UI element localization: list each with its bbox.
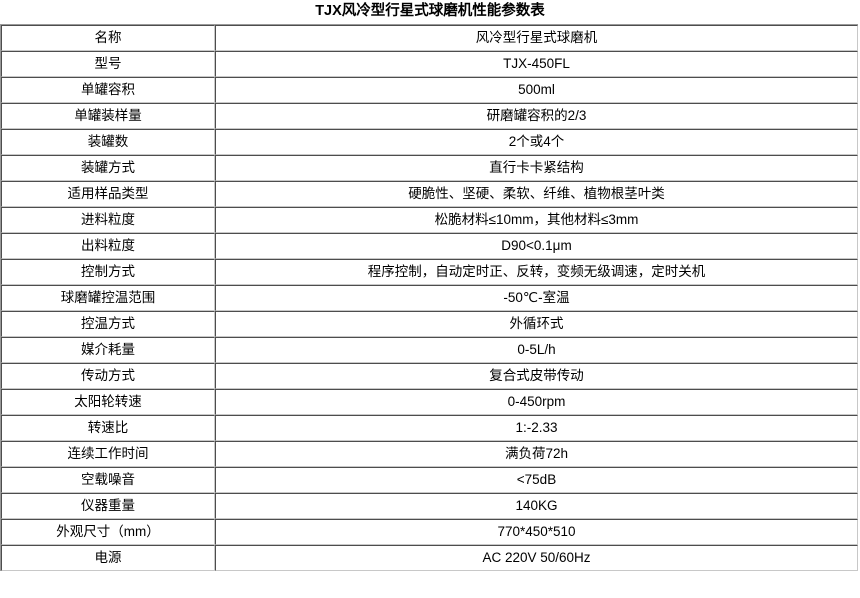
- spec-label-cell: 单罐容积: [1, 77, 215, 103]
- spec-label-cell: 转速比: [1, 415, 215, 441]
- table-row: 空载噪音 <75dB: [1, 467, 858, 493]
- table-row: 装罐方式 直行卡卡紧结构: [1, 155, 858, 181]
- table-row: 电源 AC 220V 50/60Hz: [1, 545, 858, 571]
- table-row: 控温方式 外循环式: [1, 311, 858, 337]
- table-row: 单罐容积 500ml: [1, 77, 858, 103]
- spec-value-cell: 风冷型行星式球磨机: [215, 25, 858, 51]
- spec-value-cell: 770*450*510: [215, 519, 858, 545]
- spec-label-cell: 单罐装样量: [1, 103, 215, 129]
- spec-label-cell: 传动方式: [1, 363, 215, 389]
- spec-label-cell: 控温方式: [1, 311, 215, 337]
- spec-label-cell: 空载噪音: [1, 467, 215, 493]
- table-row: 控制方式 程序控制，自动定时正、反转，变频无级调速，定时关机: [1, 259, 858, 285]
- table-row: 出料粒度 D90<0.1μm: [1, 233, 858, 259]
- spec-value-cell: 1:-2.33: [215, 415, 858, 441]
- table-row: 适用样品类型 硬脆性、坚硬、柔软、纤维、植物根茎叶类: [1, 181, 858, 207]
- table-row: 转速比 1:-2.33: [1, 415, 858, 441]
- table-row: 传动方式 复合式皮带传动: [1, 363, 858, 389]
- spec-value-cell: 硬脆性、坚硬、柔软、纤维、植物根茎叶类: [215, 181, 858, 207]
- specification-table: 名称 风冷型行星式球磨机 型号 TJX-450FL 单罐容积 500ml 单罐装样量 研磨罐容…: [0, 24, 858, 571]
- spec-label-cell: 适用样品类型: [1, 181, 215, 207]
- page-title: TJX风冷型行星式球磨机性能参数表: [315, 3, 545, 19]
- table-row: 名称 风冷型行星式球磨机: [1, 25, 858, 51]
- spec-value-cell: 直行卡卡紧结构: [215, 155, 858, 181]
- table-row: 连续工作时间 满负荷72h: [1, 441, 858, 467]
- table-row: 进料粒度 松脆材料≤10mm，其他材料≤3mm: [1, 207, 858, 233]
- spec-value-cell: 0-5L/h: [215, 337, 858, 363]
- spec-label-cell: 进料粒度: [1, 207, 215, 233]
- spec-sheet-page: TJX风冷型行星式球磨机性能参数表 名称 风冷型行星式球磨机 型号 TJX-450FL…: [0, 3, 858, 571]
- spec-label-cell: 出料粒度: [1, 233, 215, 259]
- spec-value-cell: 140KG: [215, 493, 858, 519]
- spec-label-cell: 球磨罐控温范围: [1, 285, 215, 311]
- spec-label-cell: 外观尺寸（mm）: [1, 519, 215, 545]
- spec-label-cell: 连续工作时间: [1, 441, 215, 467]
- table-row: 型号 TJX-450FL: [1, 51, 858, 77]
- table-row: 太阳轮转速 0-450rpm: [1, 389, 858, 415]
- spec-value-cell: 500ml: [215, 77, 858, 103]
- spec-value-cell: TJX-450FL: [215, 51, 858, 77]
- spec-value-cell: D90<0.1μm: [215, 233, 858, 259]
- spec-value-cell: 程序控制，自动定时正、反转，变频无级调速，定时关机: [215, 259, 858, 285]
- table-row: 媒介耗量 0-5L/h: [1, 337, 858, 363]
- table-row: 球磨罐控温范围 -50℃-室温: [1, 285, 858, 311]
- spec-value-cell: AC 220V 50/60Hz: [215, 545, 858, 571]
- spec-label-cell: 装罐数: [1, 129, 215, 155]
- spec-label-cell: 控制方式: [1, 259, 215, 285]
- spec-label-cell: 媒介耗量: [1, 337, 215, 363]
- spec-value-cell: 松脆材料≤10mm，其他材料≤3mm: [215, 207, 858, 233]
- spec-label-cell: 电源: [1, 545, 215, 571]
- spec-label-cell: 名称: [1, 25, 215, 51]
- spec-label-cell: 型号: [1, 51, 215, 77]
- spec-value-cell: 外循环式: [215, 311, 858, 337]
- table-row: 装罐数 2个或4个: [1, 129, 858, 155]
- spec-value-cell: -50℃-室温: [215, 285, 858, 311]
- specification-table-body: 名称 风冷型行星式球磨机 型号 TJX-450FL 单罐容积 500ml 单罐装样量 研磨罐容…: [1, 25, 858, 571]
- spec-value-cell: <75dB: [215, 467, 858, 493]
- spec-value-cell: 复合式皮带传动: [215, 363, 858, 389]
- spec-value-cell: 研磨罐容积的2/3: [215, 103, 858, 129]
- spec-label-cell: 太阳轮转速: [1, 389, 215, 415]
- spec-value-cell: 0-450rpm: [215, 389, 858, 415]
- spec-value-cell: 2个或4个: [215, 129, 858, 155]
- spec-label-cell: 装罐方式: [1, 155, 215, 181]
- spec-value-cell: 满负荷72h: [215, 441, 858, 467]
- table-row: 仪器重量 140KG: [1, 493, 858, 519]
- table-row: 外观尺寸（mm） 770*450*510: [1, 519, 858, 545]
- spec-label-cell: 仪器重量: [1, 493, 215, 519]
- table-row: 单罐装样量 研磨罐容积的2/3: [1, 103, 858, 129]
